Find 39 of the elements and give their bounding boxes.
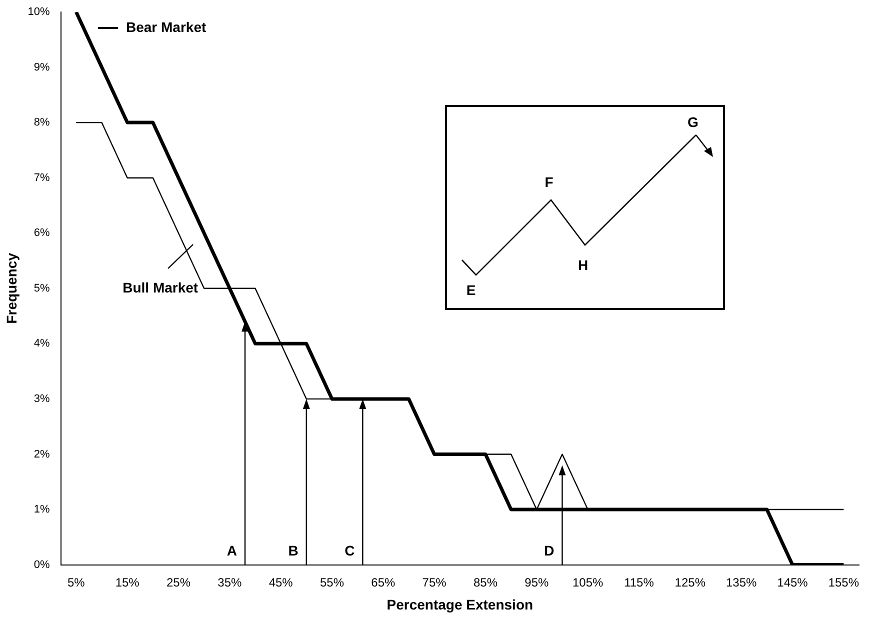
x-tick-label: 15% [115, 575, 140, 590]
series-label: Bull Market [122, 279, 198, 296]
annotation: B [288, 542, 298, 559]
y-tick-label: 6% [34, 227, 50, 240]
y-tick-label: 0% [34, 558, 50, 571]
annotation: C [344, 542, 355, 559]
annotation: E [466, 282, 476, 298]
x-tick-label: 45% [268, 575, 294, 590]
y-tick-label: 4% [34, 338, 50, 350]
y-axis-title: Frequency [3, 252, 20, 324]
annotation: D [544, 542, 554, 559]
x-axis-title: Percentage Extension [386, 596, 534, 612]
y-tick-label: 8% [34, 116, 50, 129]
x-tick-label: 35% [218, 575, 242, 590]
x-tick-label: 75% [422, 575, 447, 590]
x-tick-label: 85% [473, 575, 498, 590]
x-tick-label: 125% [674, 575, 706, 590]
x-tick-label: 115% [624, 575, 654, 590]
x-tick-label: 145% [777, 575, 808, 590]
y-tick-label: 10% [28, 6, 50, 18]
x-tick-label: 25% [166, 575, 191, 590]
x-tick-label: 135% [726, 575, 757, 590]
legend-label: Bear Market [126, 18, 206, 35]
y-tick-label: 3% [34, 392, 50, 405]
y-tick-label: 1% [34, 504, 50, 516]
y-tick-label: 7% [34, 172, 50, 184]
y-tick-label: 2% [34, 448, 50, 460]
x-tick-label: 65% [371, 575, 396, 590]
annotation: A [226, 542, 238, 559]
x-tick-label: 95% [524, 575, 549, 590]
annotation: H [578, 257, 588, 273]
y-tick-label: 5% [34, 282, 50, 294]
annotation: G [688, 114, 699, 130]
x-tick-label: 5% [67, 575, 86, 590]
annotation: F [544, 174, 554, 190]
x-tick-label: 155% [828, 575, 860, 590]
x-tick-label: 105% [572, 575, 604, 590]
y-tick-label: 9% [34, 61, 50, 74]
x-tick-label: 55% [320, 575, 344, 590]
